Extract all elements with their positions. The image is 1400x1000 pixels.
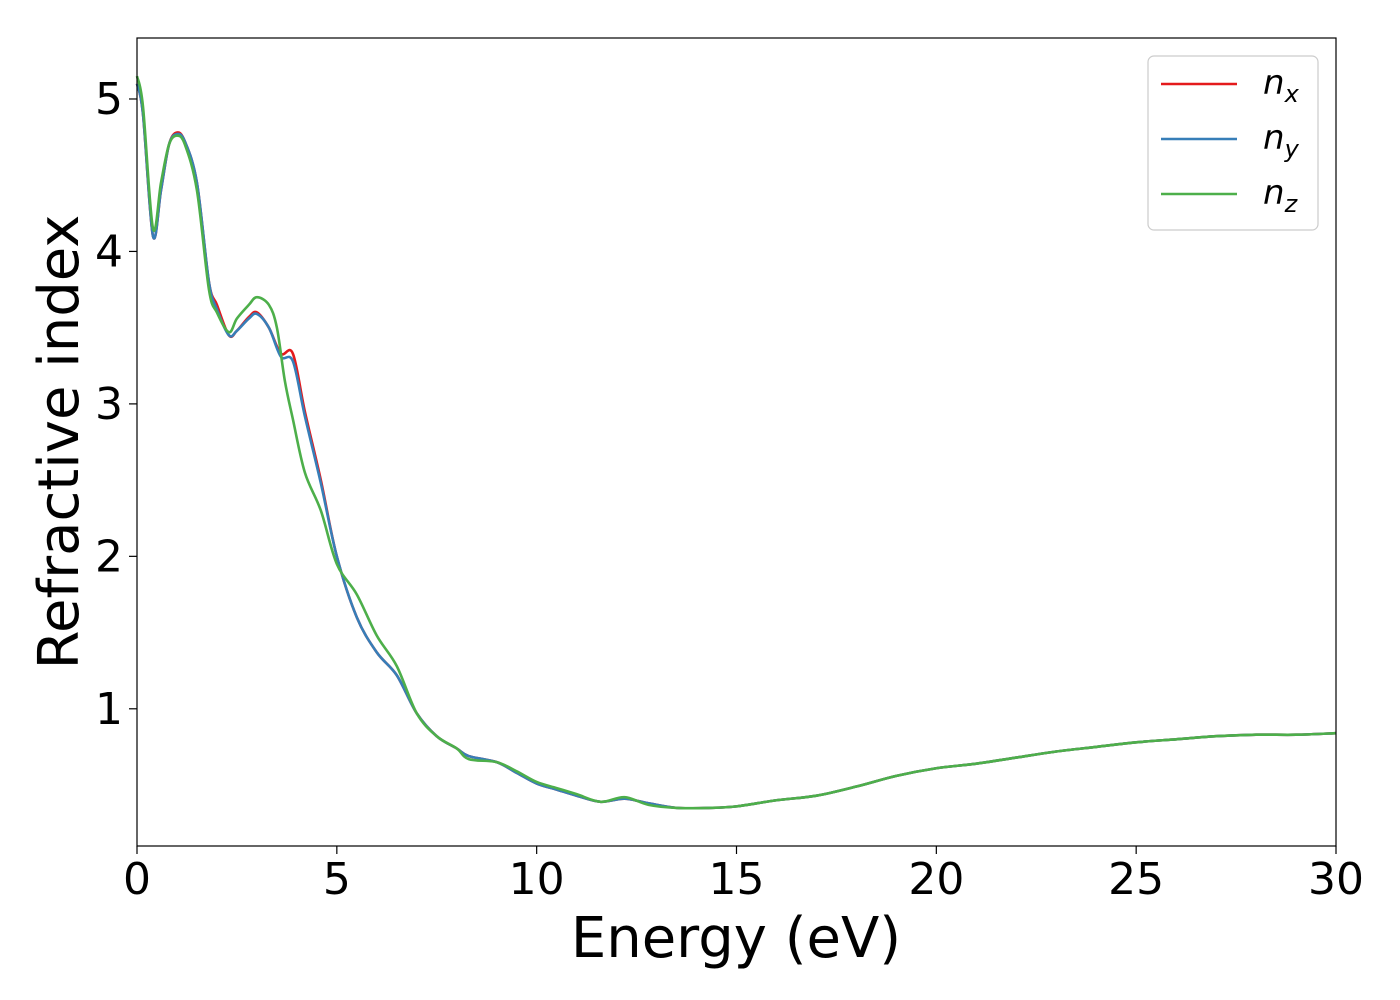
- y-axis-title: Refractive index: [27, 215, 92, 670]
- y-tick-label: 4: [95, 226, 123, 277]
- x-axis-title: Energy (eV): [571, 906, 901, 971]
- x-tick-label: 0: [123, 854, 151, 905]
- x-tick-label: 10: [509, 854, 565, 905]
- legend: nx ny nz: [1147, 55, 1319, 231]
- series-line-nz: [135, 75, 1337, 810]
- legend-box: [1147, 55, 1319, 231]
- y-tick-label: 3: [95, 379, 123, 430]
- legend-label-ny: ny: [1263, 118, 1300, 163]
- y-tick-label: 2: [95, 531, 123, 582]
- y-tick-label: 1: [95, 684, 123, 735]
- legend-label-nz: nz: [1263, 173, 1299, 218]
- x-tick-label: 15: [709, 854, 765, 905]
- x-tick-label: 20: [908, 854, 964, 905]
- x-axis: 0 5 10 15 20 25 30: [123, 846, 1364, 905]
- series-layer: [135, 75, 1337, 810]
- x-tick-label: 30: [1308, 854, 1364, 905]
- x-tick-label: 5: [323, 854, 351, 905]
- y-tick-label: 5: [95, 74, 123, 125]
- plot-background: [137, 38, 1336, 846]
- legend-label-nx: nx: [1263, 63, 1300, 108]
- y-axis: 1 2 3 4 5: [95, 74, 137, 735]
- x-tick-label: 25: [1108, 854, 1164, 905]
